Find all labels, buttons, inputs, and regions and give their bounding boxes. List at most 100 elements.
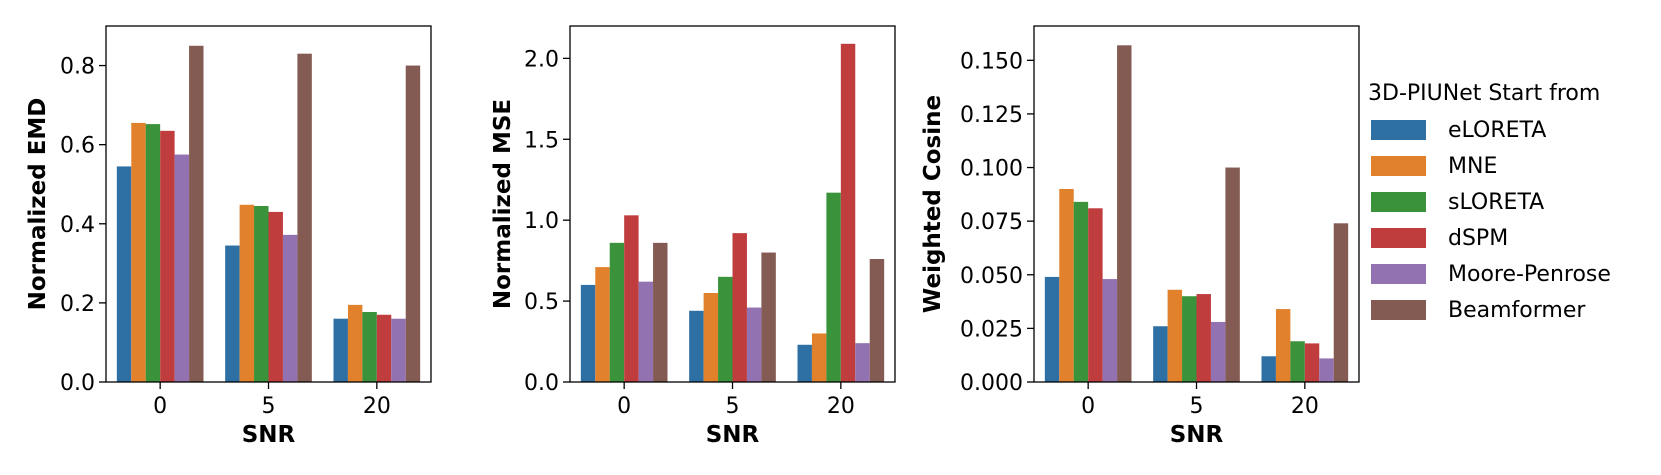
y-tick-label: 0.100	[960, 157, 1023, 182]
bar-sloreta-snr-5	[718, 276, 733, 382]
y-tick-label: 1.5	[524, 128, 559, 153]
y-tick-label: 0.8	[60, 55, 95, 80]
bar-moore-penrose-snr-5	[1210, 321, 1226, 382]
y-axis-label: Normalized MSE	[490, 99, 516, 309]
x-axis-ticks: 0 5 20	[153, 382, 391, 419]
x-tick-label: 0	[617, 394, 631, 419]
y-axis-ticks: 0.0 0.5 1.0 1.5 2.0	[524, 47, 570, 396]
x-tick-label: 5	[1190, 394, 1204, 419]
bar-mne-snr-20	[347, 304, 363, 382]
y-tick-label: 1.0	[524, 209, 559, 234]
legend: 3D-PIUNet Start from eLORETA MNE sLORETA dS…	[1368, 81, 1611, 323]
y-axis-label: Normalized EMD	[25, 98, 51, 311]
y-axis-ticks: 0.000 0.025 0.050 0.075 0.100 0.125 0.150	[960, 49, 1034, 396]
bar-moore-penrose-snr-5	[746, 307, 762, 382]
legend-label: dSPM	[1448, 226, 1508, 251]
legend-swatch	[1371, 192, 1426, 212]
bar-sloreta-snr-0	[145, 124, 161, 382]
bar-mne-snr-5	[239, 204, 255, 382]
bar-beamformer-snr-0	[653, 242, 668, 382]
bar-sloreta-snr-0	[609, 242, 625, 382]
bar-moore-penrose-snr-20	[1319, 358, 1334, 382]
x-axis-label: SNR	[706, 422, 760, 448]
y-axis-ticks: 0.0 0.2 0.4 0.6 0.8	[60, 55, 106, 396]
y-tick-label: 0.075	[960, 210, 1023, 235]
bar-moore-penrose-snr-20	[855, 343, 870, 382]
bar-moore-penrose-snr-0	[1102, 279, 1118, 382]
bar-dspm-snr-20	[376, 314, 392, 382]
bars-group	[580, 43, 885, 383]
legend-swatch	[1371, 300, 1426, 320]
x-tick-label: 20	[363, 394, 391, 419]
bar-mne-snr-0	[1059, 188, 1074, 382]
y-tick-label: 0.125	[960, 103, 1023, 128]
bar-mne-snr-20	[1275, 309, 1291, 382]
bar-mne-snr-0	[595, 267, 610, 382]
bar-eloreta-snr-20	[333, 318, 348, 382]
x-tick-label: 5	[262, 394, 276, 419]
bar-beamformer-snr-20	[1333, 223, 1349, 382]
bar-dspm-snr-0	[160, 130, 175, 382]
bar-beamformer-snr-5	[761, 252, 776, 382]
y-tick-label: 0.0	[524, 371, 559, 396]
chart-panel-emd: 0.0 0.2 0.4 0.6 0.8 0 5 20 SNR Normalized EMD	[25, 25, 432, 448]
legend-label: Moore-Penrose	[1448, 262, 1611, 287]
bar-mne-snr-20	[811, 333, 827, 382]
bar-beamformer-snr-5	[297, 53, 312, 382]
bar-sloreta-snr-20	[362, 311, 377, 382]
bar-dspm-snr-5	[1196, 294, 1211, 382]
bar-sloreta-snr-5	[1182, 296, 1197, 382]
x-axis-ticks: 0 5 20	[1081, 382, 1319, 419]
x-axis-label: SNR	[242, 422, 296, 448]
bar-mne-snr-5	[1167, 289, 1183, 382]
bar-mne-snr-5	[703, 293, 719, 382]
x-tick-label: 20	[827, 394, 855, 419]
bar-moore-penrose-snr-0	[174, 154, 190, 382]
y-tick-label: 0.025	[960, 317, 1023, 342]
legend-swatch	[1371, 120, 1426, 140]
bar-beamformer-snr-20	[405, 65, 421, 382]
bars-group	[1044, 45, 1349, 383]
chart-panel-cosine: 0.000 0.025 0.050 0.075 0.100 0.125 0.150 0 5 20…	[920, 25, 1360, 448]
bar-moore-penrose-snr-5	[282, 234, 298, 382]
bar-sloreta-snr-0	[1073, 201, 1089, 382]
bar-beamformer-snr-0	[1117, 45, 1132, 383]
bar-dspm-snr-0	[624, 215, 639, 382]
x-tick-label: 0	[153, 394, 167, 419]
bar-dspm-snr-5	[732, 233, 747, 382]
bar-eloreta-snr-20	[797, 344, 812, 382]
legend-swatch	[1371, 156, 1426, 176]
legend-label: MNE	[1448, 154, 1497, 179]
legend-label: Beamformer	[1448, 298, 1586, 323]
x-axis-ticks: 0 5 20	[617, 382, 855, 419]
bar-beamformer-snr-20	[869, 259, 885, 382]
x-tick-label: 0	[1081, 394, 1095, 419]
bar-dspm-snr-0	[1088, 208, 1103, 382]
bar-moore-penrose-snr-20	[391, 318, 406, 382]
bar-beamformer-snr-5	[1225, 167, 1240, 382]
legend-swatch	[1371, 228, 1426, 248]
bar-eloreta-snr-0	[1044, 276, 1060, 382]
y-tick-label: 0.0	[60, 371, 95, 396]
legend-label: eLORETA	[1448, 118, 1546, 143]
y-tick-label: 0.2	[60, 292, 95, 317]
bar-dspm-snr-20	[1304, 343, 1320, 382]
y-tick-label: 2.0	[524, 47, 559, 72]
bar-sloreta-snr-20	[1290, 341, 1305, 382]
bar-eloreta-snr-0	[116, 166, 132, 382]
bar-moore-penrose-snr-0	[638, 281, 654, 382]
legend-items: eLORETA MNE sLORETA dSPM Moore-Penrose Beamfo…	[1371, 118, 1611, 323]
chart-panel-mse: 0.0 0.5 1.0 1.5 2.0 0 5 20 SNR Normalized MSE	[490, 25, 896, 448]
legend-label: sLORETA	[1448, 190, 1544, 215]
bar-mne-snr-0	[131, 122, 146, 382]
bar-eloreta-snr-20	[1261, 356, 1276, 382]
legend-title: 3D-PIUNet Start from	[1368, 81, 1600, 106]
bar-eloreta-snr-5	[689, 310, 704, 382]
x-tick-label: 20	[1291, 394, 1319, 419]
bar-dspm-snr-20	[840, 43, 856, 383]
bar-eloreta-snr-0	[580, 284, 596, 382]
y-tick-label: 0.150	[960, 49, 1023, 74]
x-tick-label: 5	[726, 394, 740, 419]
bar-beamformer-snr-0	[189, 45, 204, 382]
